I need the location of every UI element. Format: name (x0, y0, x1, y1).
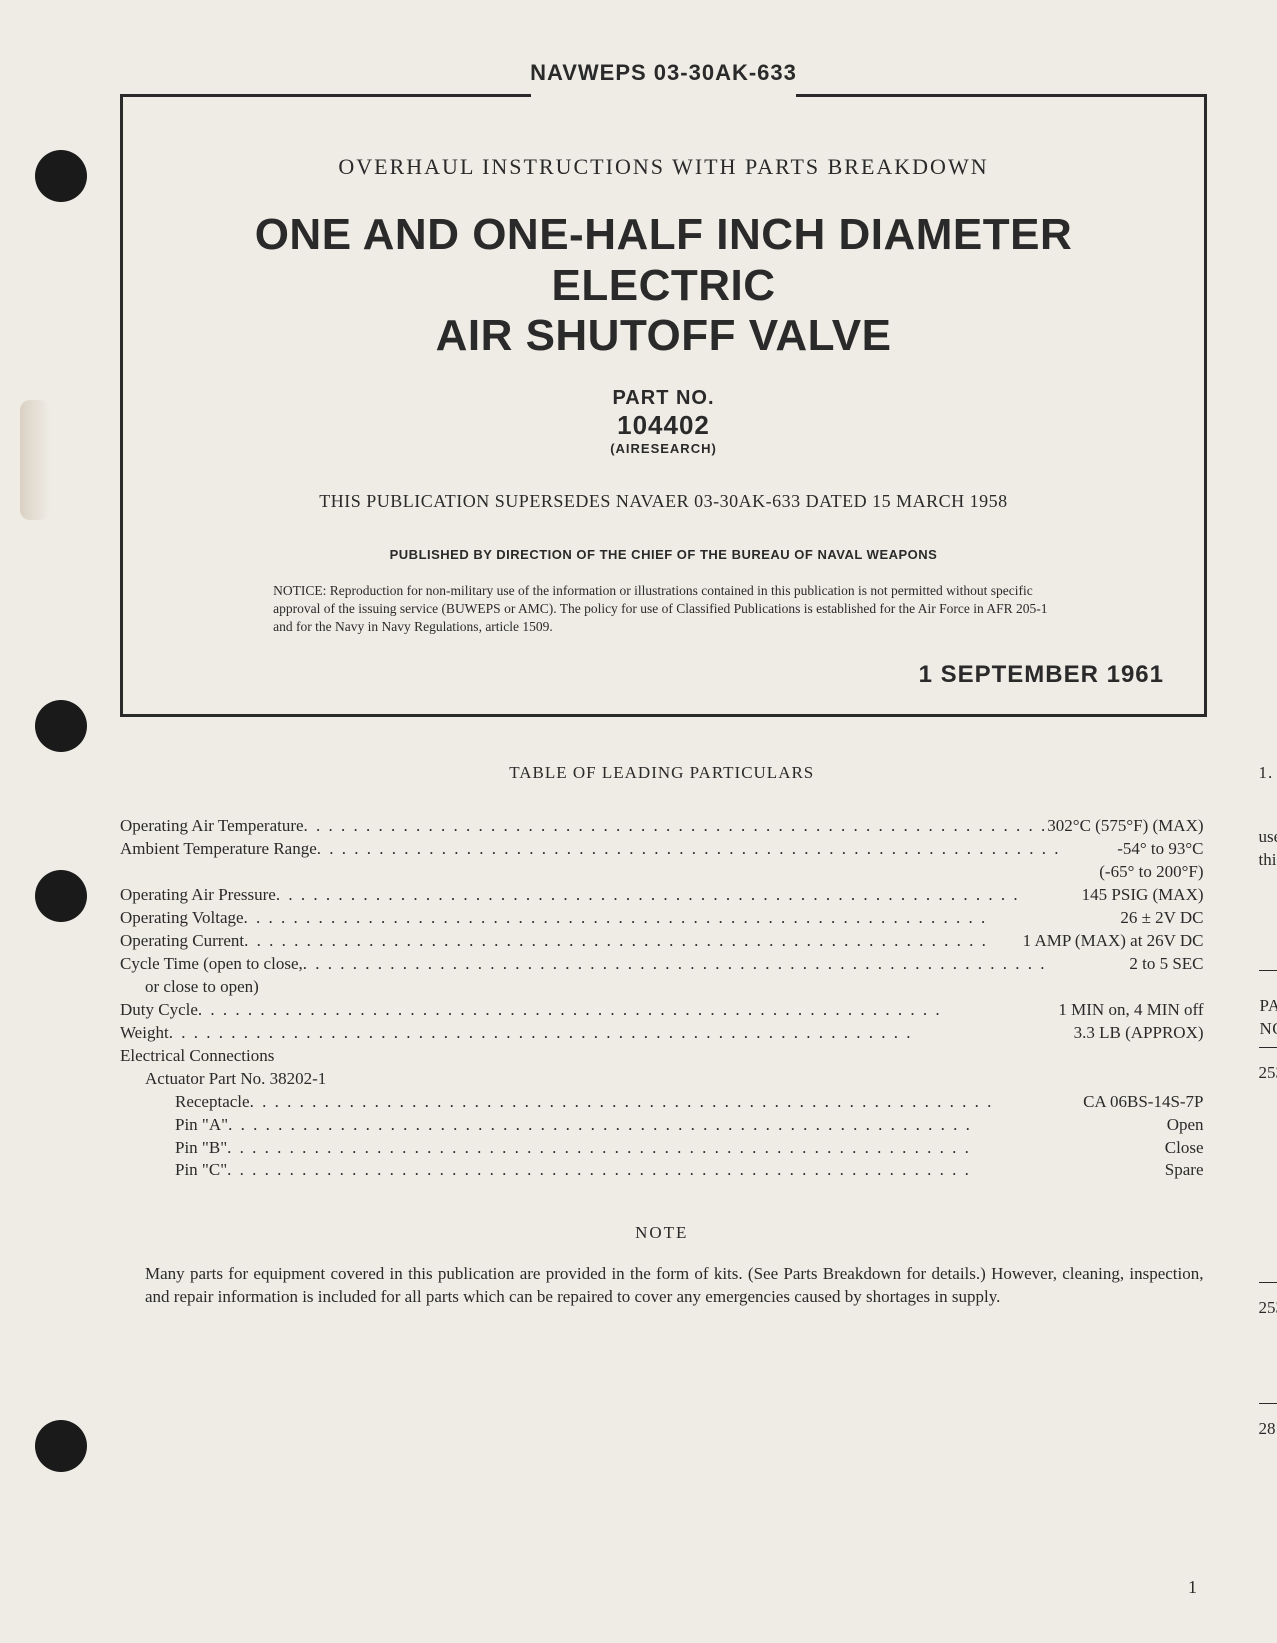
leading-row: Cycle Time (open to close, 2 to 5 SEC (120, 953, 1204, 976)
leading-value: 2 to 5 SEC (1129, 953, 1203, 976)
leading-row: Pin "C" Spare (120, 1159, 1204, 1182)
cell-part-no: 281160 (1259, 1404, 1277, 1524)
supersedes-line: THIS PUBLICATION SUPERSEDES NAVAER 03-30… (163, 491, 1164, 512)
table-row: 281160Panel - Test(perform unit testing)… (1259, 1404, 1277, 1524)
leader-dots (198, 999, 1058, 1022)
subtitle: OVERHAUL INSTRUCTIONS WITH PARTS BREAKDO… (163, 154, 1164, 180)
page-number: 1 (1188, 1577, 1197, 1598)
leader-dots (303, 953, 1130, 976)
leading-label: Operating Voltage (120, 907, 244, 930)
leading-row: Duty Cycle 1 MIN on, 4 MIN off (120, 999, 1204, 1022)
paper-scuff (20, 400, 50, 520)
leading-row-sub: Actuator Part No. 38202-1 (120, 1068, 1204, 1091)
leader-dots (227, 1137, 1165, 1160)
frame-rule (120, 94, 531, 97)
leading-row: Operating Voltage 26 ± 2V DC (120, 907, 1204, 930)
manufacturer: (AIRESEARCH) (163, 441, 1164, 456)
col-part-no: PART NO. (1259, 971, 1277, 1048)
frame-header: NAVWEPS 03-30AK-633 (120, 60, 1207, 86)
title-frame: OVERHAUL INSTRUCTIONS WITH PARTS BREAKDO… (120, 94, 1207, 717)
main-title: ONE AND ONE-HALF INCH DIAMETER ELECTRIC … (163, 210, 1164, 362)
leading-value: 3.3 LB (APPROX) (1074, 1022, 1204, 1045)
leading-row: Receptacle CA 06BS-14S-7P (120, 1091, 1204, 1114)
leading-label: Pin "B" (175, 1137, 227, 1160)
leading-label: Operating Current (120, 930, 244, 953)
table-1-title: TABLE I. SPECIAL TOOLS (1259, 912, 1277, 935)
leading-particulars-list: Operating Air Temperature 302°C (575°F) … (120, 815, 1204, 1182)
leading-row-sub: or close to open) (120, 976, 1204, 999)
leading-particulars-heading: TABLE OF LEADING PARTICULARS (120, 762, 1204, 785)
leading-label: Cycle Time (open to close, (120, 953, 303, 976)
right-column: 1. SPECIAL TOOLS. a. Refer to Table I fo… (1259, 762, 1277, 1523)
leading-label: Pin "C" (175, 1159, 227, 1182)
special-tools-table: PART NO. NOMENCLATURE AND APPLICATION ST… (1259, 970, 1277, 1524)
leader-dots (304, 815, 1048, 838)
leading-label: Operating Air Temperature (120, 815, 304, 838)
leader-dots (250, 1091, 1084, 1114)
leading-value: 26 ± 2V DC (1120, 907, 1203, 930)
leading-row: Pin "A" Open (120, 1114, 1204, 1137)
punch-hole (35, 700, 87, 752)
note-body: Many parts for equipment covered in this… (120, 1263, 1204, 1309)
leader-dots (276, 884, 1082, 907)
leading-value: 145 PSIG (MAX) (1082, 884, 1204, 907)
leader-dots (227, 1159, 1165, 1182)
leading-row: Ambient Temperature Range -54° to 93°C (120, 838, 1204, 861)
leading-row: Operating Current 1 AMP (MAX) at 26V DC (120, 930, 1204, 953)
cell-part-no: 253030 (1259, 1047, 1277, 1282)
leading-value: Open (1167, 1114, 1204, 1137)
leader-dots (169, 1022, 1074, 1045)
table-row: 253030Holder - Pneumatic valve test(hold… (1259, 1047, 1277, 1282)
punch-hole (35, 1420, 87, 1472)
leader-dots (228, 1114, 1167, 1137)
note-heading: NOTE (120, 1222, 1204, 1245)
leading-row: Operating Air Temperature 302°C (575°F) … (120, 815, 1204, 838)
section-1-para-a: a. Refer to Table I for special tools us… (1259, 803, 1277, 872)
publication-date: 1 SEPTEMBER 1961 (163, 661, 1164, 689)
notice-label: NOTICE: (273, 583, 326, 598)
part-label: PART NO. (163, 387, 1164, 410)
leading-label: Ambient Temperature Range (120, 838, 317, 861)
left-column: TABLE OF LEADING PARTICULARS Operating A… (120, 762, 1204, 1523)
table-row: 253826Adapter - Valve test(adapt unit to… (1259, 1283, 1277, 1404)
leader-dots (244, 907, 1121, 930)
leading-value: CA 06BS-14S-7P (1083, 1091, 1203, 1114)
cell-part-no: 253826 (1259, 1283, 1277, 1404)
leading-value: Close (1165, 1137, 1204, 1160)
doc-number: NAVWEPS 03-30AK-633 (520, 60, 807, 86)
leading-value: 1 MIN on, 4 MIN off (1058, 999, 1203, 1022)
leading-row: Pin "B" Close (120, 1137, 1204, 1160)
leading-row: Weight 3.3 LB (APPROX) (120, 1022, 1204, 1045)
leading-label: Receptacle (175, 1091, 250, 1114)
part-number: 104402 (163, 410, 1164, 441)
leading-value: -54° to 93°C (1117, 838, 1203, 861)
section-1-heading: 1. SPECIAL TOOLS. (1259, 762, 1277, 785)
leader-dots (244, 930, 1022, 953)
punch-hole (35, 150, 87, 202)
body-columns: TABLE OF LEADING PARTICULARS Operating A… (120, 762, 1207, 1523)
leading-value: 302°C (575°F) (MAX) (1047, 815, 1203, 838)
leading-value: Spare (1165, 1159, 1204, 1182)
leading-label: Operating Air Pressure (120, 884, 276, 907)
punch-hole (35, 870, 87, 922)
leading-value: 1 AMP (MAX) at 26V DC (1023, 930, 1204, 953)
leading-label: Duty Cycle (120, 999, 198, 1022)
leading-label: Pin "A" (175, 1114, 228, 1137)
notice-body: Reproduction for non-military use of the… (273, 583, 1047, 634)
para-a-text: Refer to Table I for special tools used … (1259, 804, 1277, 869)
title-line-1: ONE AND ONE-HALF INCH DIAMETER ELECTRIC (255, 210, 1073, 310)
leading-row-continuation: (-65° to 200°F) (120, 861, 1204, 884)
frame-rule (796, 94, 1207, 97)
notice-block: NOTICE: Reproduction for non-military us… (273, 582, 1054, 637)
leading-label: Weight (120, 1022, 169, 1045)
leading-row-plain: Electrical Connections (120, 1045, 1204, 1068)
leader-dots (317, 838, 1117, 861)
title-line-2: AIR SHUTOFF VALVE (436, 311, 892, 360)
leading-row: Operating Air Pressure 145 PSIG (MAX) (120, 884, 1204, 907)
publisher-line: PUBLISHED BY DIRECTION OF THE CHIEF OF T… (163, 547, 1164, 562)
document-page: NAVWEPS 03-30AK-633 OVERHAUL INSTRUCTION… (0, 0, 1277, 1643)
